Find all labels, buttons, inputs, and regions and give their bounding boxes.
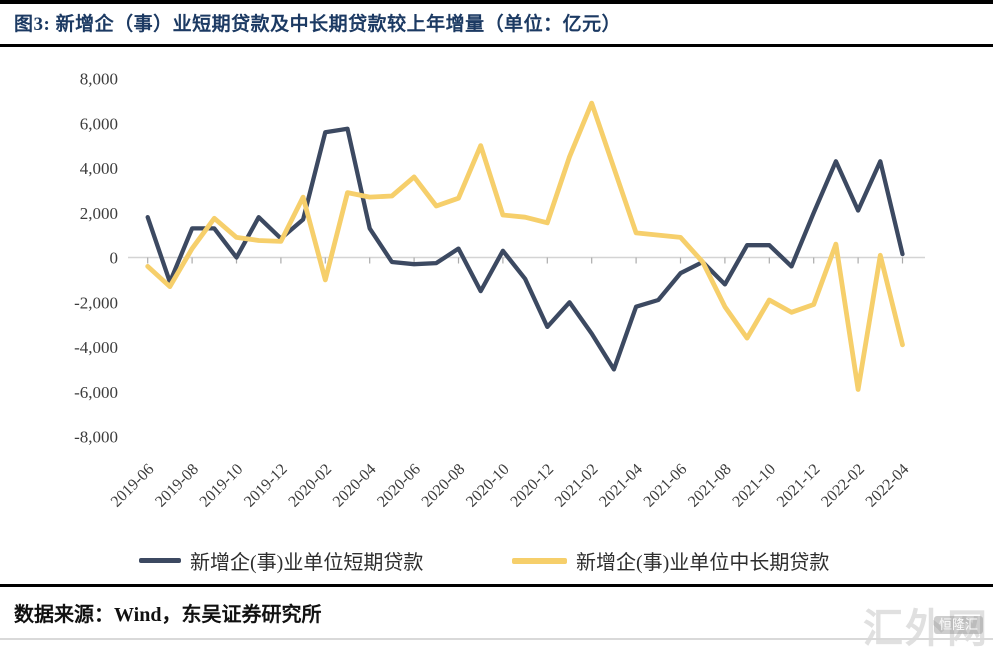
x-tick-label: 2020-12 <box>507 461 557 511</box>
legend-label-long-term: 新增企(事)业单位中长期贷款 <box>576 552 830 574</box>
x-tick-label: 2020-02 <box>285 461 335 511</box>
x-tick-label: 2020-06 <box>374 461 424 511</box>
x-axis-labels: 2019-062019-082019-102019-122020-022020-… <box>108 461 913 511</box>
x-tick-label: 2020-04 <box>330 461 380 511</box>
legend-item-short-term: 新增企(事)业单位短期贷款 <box>139 546 423 575</box>
chart-svg: 8,000 6,000 4,000 2,000 0 -2,000 -4,000 -6,000 -… <box>74 70 925 511</box>
x-tick-label: 2020-10 <box>463 461 513 511</box>
chart-legend: 新增企(事)业单位短期贷款 新增企(事)业单位中长期贷款 <box>0 544 993 574</box>
y-axis-labels: 8,000 6,000 4,000 2,000 0 -2,000 -4,000 -6,000 -… <box>74 70 118 447</box>
bottom-border <box>0 638 993 640</box>
long-term-line-swatch <box>512 557 567 564</box>
x-tick-label: 2022-02 <box>818 461 868 511</box>
figure-title: 图3: 新增企（事）业短期贷款及中长期贷款较上年增量（单位：亿元） <box>14 14 622 35</box>
y-tick-label: -4,000 <box>74 338 118 357</box>
y-tick-label: 2,000 <box>80 204 118 223</box>
x-tick-label: 2021-02 <box>552 461 602 511</box>
top-rule <box>0 0 993 4</box>
x-tick-label: 2021-10 <box>729 461 779 511</box>
x-tick-label: 2021-04 <box>596 461 646 511</box>
x-tick-label: 2019-10 <box>197 461 247 511</box>
y-tick-label: 0 <box>110 249 119 268</box>
y-tick-label: -6,000 <box>74 383 118 402</box>
series-line-long-term <box>145 100 905 392</box>
x-tick-label: 2022-04 <box>863 461 913 511</box>
title-underline <box>0 44 993 47</box>
legend-item-long-term: 新增企(事)业单位中长期贷款 <box>512 546 829 575</box>
series-lines <box>145 100 905 392</box>
zero-axis <box>128 256 925 264</box>
x-tick-label: 2019-06 <box>108 461 158 511</box>
x-tick-label: 2020-08 <box>419 461 469 511</box>
y-tick-label: 8,000 <box>80 70 118 89</box>
x-tick-label: 2021-08 <box>685 461 735 511</box>
x-tick-label: 2019-12 <box>241 461 291 511</box>
data-source-note: 数据来源：Wind，东吴证券研究所 <box>14 604 322 626</box>
short-term-line-swatch <box>139 558 181 563</box>
series-line-short-term <box>145 126 905 372</box>
legend-label-short-term: 新增企(事)业单位短期贷款 <box>190 552 424 574</box>
x-tick-label: 2019-08 <box>152 461 202 511</box>
y-tick-label: 4,000 <box>80 159 118 178</box>
footer-rule <box>0 584 993 587</box>
y-tick-label: -2,000 <box>74 293 118 312</box>
x-tick-label: 2021-12 <box>774 461 824 511</box>
y-tick-label: -8,000 <box>74 428 118 447</box>
y-tick-label: 6,000 <box>80 114 118 133</box>
x-tick-label: 2021-06 <box>641 461 691 511</box>
watermark-badge: 恒隆汇 <box>933 616 983 634</box>
